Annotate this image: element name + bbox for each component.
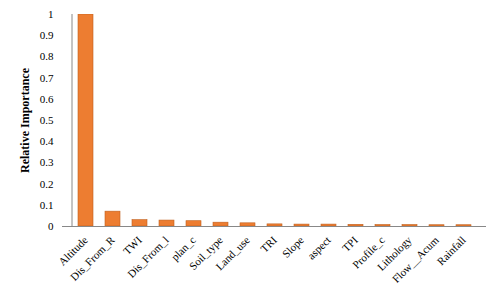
svg-text:TRI: TRI bbox=[258, 234, 279, 255]
svg-text:0.1: 0.1 bbox=[40, 199, 54, 211]
svg-text:0.7: 0.7 bbox=[40, 72, 54, 84]
svg-text:TWI: TWI bbox=[121, 234, 144, 257]
svg-text:Slope: Slope bbox=[280, 234, 306, 260]
svg-text:0.5: 0.5 bbox=[40, 114, 54, 126]
svg-text:0.6: 0.6 bbox=[40, 93, 54, 105]
svg-text:Dis_From_l: Dis_From_l bbox=[125, 234, 171, 280]
svg-text:Altitude: Altitude bbox=[55, 233, 90, 268]
svg-text:0.9: 0.9 bbox=[40, 29, 54, 41]
svg-text:Flow__Acum: Flow__Acum bbox=[389, 233, 441, 285]
svg-text:Soil_type: Soil_type bbox=[186, 233, 225, 273]
svg-text:0.2: 0.2 bbox=[40, 178, 54, 190]
svg-text:Land_use: Land_use bbox=[213, 234, 252, 273]
svg-text:Profile_c: Profile_c bbox=[349, 233, 387, 271]
svg-text:0.8: 0.8 bbox=[40, 50, 54, 62]
svg-text:0.3: 0.3 bbox=[40, 156, 54, 168]
svg-text:plan_c: plan_c bbox=[168, 233, 198, 263]
svg-text:Relative Importance: Relative Importance bbox=[18, 67, 32, 173]
svg-text:0.4: 0.4 bbox=[40, 135, 54, 147]
svg-text:1: 1 bbox=[48, 8, 54, 20]
svg-text:TPI: TPI bbox=[340, 234, 360, 254]
svg-text:0: 0 bbox=[48, 220, 54, 232]
svg-text:Dis_From_R: Dis_From_R bbox=[68, 233, 118, 283]
svg-text:aspect: aspect bbox=[305, 234, 333, 262]
svg-text:Lithology: Lithology bbox=[374, 233, 414, 273]
svg-text:Rainfall: Rainfall bbox=[434, 234, 468, 268]
